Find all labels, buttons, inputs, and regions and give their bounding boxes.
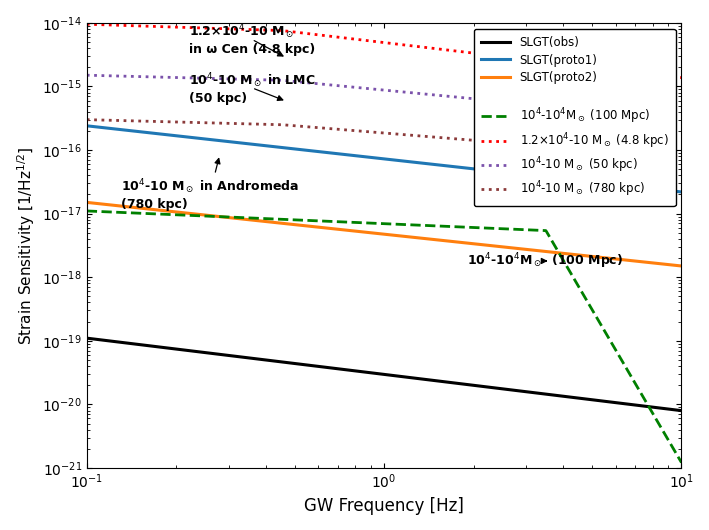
SLGT(proto2) (677, 263, 686, 269)
SLGT(proto2) (345, 227, 353, 234)
SLGT(proto1) (82, 122, 91, 129)
10$^4$-10$^4$M$_\odot$ (100 Mpc) (491, 225, 499, 232)
SLGT(obs) (345, 367, 353, 373)
10$^4$-10 M$_\odot$ (50 kpc) (557, 104, 566, 110)
10$^4$-10 M$_\odot$ (50 kpc) (82, 72, 91, 78)
SLGT(proto1) (491, 168, 499, 174)
Text: 10$^4$-10 M$_\odot$ in Andromeda
(780 kpc): 10$^4$-10 M$_\odot$ in Andromeda (780 kp… (121, 158, 298, 211)
10$^4$-10 M$_\odot$ (780 kpc) (345, 127, 353, 134)
10$^4$-10$^4$M$_\odot$ (100 Mpc) (677, 460, 686, 466)
SLGT(proto2) (491, 243, 499, 249)
SLGT(proto1) (323, 149, 332, 156)
10$^4$-10$^4$M$_\odot$ (100 Mpc) (546, 235, 554, 242)
1.2×10$^4$-10 M$_\odot$ (4.8 kpc) (345, 35, 353, 41)
SLGT(proto2) (323, 225, 332, 231)
SLGT(obs) (491, 385, 499, 391)
10$^4$-10 M$_\odot$ (780 kpc) (546, 143, 554, 149)
SLGT(proto2) (557, 250, 566, 257)
10$^4$-10 M$_\odot$ (780 kpc) (143, 118, 152, 125)
Legend: SLGT(obs), SLGT(proto1), SLGT(proto2), , 10$^4$-10$^4$M$_\odot$ (100 Mpc), 1.2×1: SLGT(obs), SLGT(proto1), SLGT(proto2), ,… (474, 29, 676, 206)
10$^4$-10$^4$M$_\odot$ (100 Mpc) (345, 219, 353, 225)
Text: 10$^4$-10$^4$M$_\odot$  (100 Mpc): 10$^4$-10$^4$M$_\odot$ (100 Mpc) (467, 251, 623, 271)
SLGT(obs) (546, 392, 554, 398)
10$^4$-10 M$_\odot$ (50 kpc) (491, 98, 499, 104)
10$^4$-10$^4$M$_\odot$ (100 Mpc) (557, 254, 566, 260)
1.2×10$^4$-10 M$_\odot$ (4.8 kpc) (143, 23, 152, 29)
SLGT(obs) (323, 364, 332, 370)
10$^4$-10 M$_\odot$ (50 kpc) (345, 84, 353, 90)
Line: 10$^4$-10 M$_\odot$ (780 kpc): 10$^4$-10 M$_\odot$ (780 kpc) (86, 120, 681, 157)
10$^4$-10 M$_\odot$ (50 kpc) (323, 82, 332, 88)
SLGT(proto2) (143, 206, 152, 212)
1.2×10$^4$-10 M$_\odot$ (4.8 kpc) (557, 60, 566, 67)
SLGT(obs) (143, 342, 152, 349)
1.2×10$^4$-10 M$_\odot$ (4.8 kpc) (323, 33, 332, 39)
1.2×10$^4$-10 M$_\odot$ (4.8 kpc) (82, 21, 91, 28)
SLGT(proto1) (677, 189, 686, 195)
SLGT(obs) (557, 393, 566, 399)
Text: 1.2×10$^4$-10 M$_\odot$
in ω Cen (4.8 kpc): 1.2×10$^4$-10 M$_\odot$ in ω Cen (4.8 kp… (189, 22, 315, 56)
SLGT(proto2) (82, 199, 91, 206)
10$^4$-10 M$_\odot$ (50 kpc) (143, 74, 152, 80)
10$^4$-10$^4$M$_\odot$ (100 Mpc) (143, 210, 152, 217)
10$^4$-10 M$_\odot$ (780 kpc) (491, 139, 499, 145)
Line: 10$^4$-10$^4$M$_\odot$ (100 Mpc): 10$^4$-10$^4$M$_\odot$ (100 Mpc) (86, 211, 681, 463)
SLGT(proto1) (143, 129, 152, 136)
SLGT(obs) (677, 408, 686, 414)
SLGT(proto1) (345, 152, 353, 158)
Line: SLGT(obs): SLGT(obs) (86, 338, 681, 411)
Line: SLGT(proto2): SLGT(proto2) (86, 202, 681, 266)
10$^4$-10 M$_\odot$ (780 kpc) (323, 125, 332, 131)
10$^4$-10 M$_\odot$ (50 kpc) (546, 103, 554, 109)
Line: 10$^4$-10 M$_\odot$ (50 kpc): 10$^4$-10 M$_\odot$ (50 kpc) (86, 75, 681, 119)
Text: 10$^4$-10 M$_\odot$ in LMC
(50 kpc): 10$^4$-10 M$_\odot$ in LMC (50 kpc) (189, 71, 316, 104)
10$^4$-10 M$_\odot$ (50 kpc) (677, 116, 686, 122)
Line: 1.2×10$^4$-10 M$_\odot$ (4.8 kpc): 1.2×10$^4$-10 M$_\odot$ (4.8 kpc) (86, 24, 681, 77)
10$^4$-10 M$_\odot$ (780 kpc) (82, 117, 91, 123)
X-axis label: GW Frequency [Hz]: GW Frequency [Hz] (304, 497, 464, 515)
SLGT(proto1) (546, 174, 554, 181)
Line: SLGT(proto1): SLGT(proto1) (86, 126, 681, 192)
Y-axis label: Strain Sensitivity [1/Hz$^{1/2}$]: Strain Sensitivity [1/Hz$^{1/2}$] (15, 146, 37, 344)
1.2×10$^4$-10 M$_\odot$ (4.8 kpc) (677, 74, 686, 81)
10$^4$-10$^4$M$_\odot$ (100 Mpc) (82, 208, 91, 214)
SLGT(proto2) (546, 249, 554, 255)
10$^4$-10$^4$M$_\odot$ (100 Mpc) (323, 218, 332, 224)
10$^4$-10 M$_\odot$ (780 kpc) (677, 154, 686, 161)
1.2×10$^4$-10 M$_\odot$ (4.8 kpc) (491, 52, 499, 59)
1.2×10$^4$-10 M$_\odot$ (4.8 kpc) (546, 59, 554, 65)
SLGT(obs) (82, 335, 91, 341)
10$^4$-10 M$_\odot$ (780 kpc) (557, 144, 566, 151)
SLGT(proto1) (557, 175, 566, 182)
